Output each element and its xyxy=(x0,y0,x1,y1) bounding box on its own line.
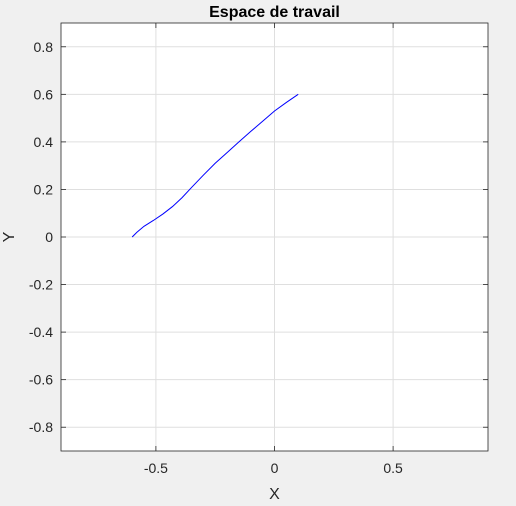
y-tick-label: -0.8 xyxy=(29,419,53,435)
y-tick-label: -0.2 xyxy=(29,277,53,293)
y-tick-label: -0.6 xyxy=(29,372,53,388)
y-axis-label: Y xyxy=(1,231,18,242)
x-tick-label: 0.5 xyxy=(383,460,403,476)
y-tick-label: 0 xyxy=(45,229,53,245)
y-tick-label: -0.4 xyxy=(29,324,53,340)
y-tick-label: 0.4 xyxy=(34,134,54,150)
x-tick-label: -0.5 xyxy=(144,460,168,476)
grid-lines xyxy=(61,23,488,451)
ticks xyxy=(61,23,488,451)
y-tick-label: 0.6 xyxy=(34,86,54,102)
x-axis-label: X xyxy=(269,486,280,503)
data-lines xyxy=(131,93,299,238)
y-tick-label: 0.2 xyxy=(34,181,54,197)
y-tick-label: 0.8 xyxy=(34,39,54,55)
tick-labels: -0.5 0 0.5 0.8 0.6 0.4 0.2 0 -0.2 -0.4 -0.6 -0.8 xyxy=(29,39,403,476)
x-tick-label: 0 xyxy=(271,460,279,476)
series-line xyxy=(131,93,299,238)
chart-title: Espace de travail xyxy=(209,4,340,21)
